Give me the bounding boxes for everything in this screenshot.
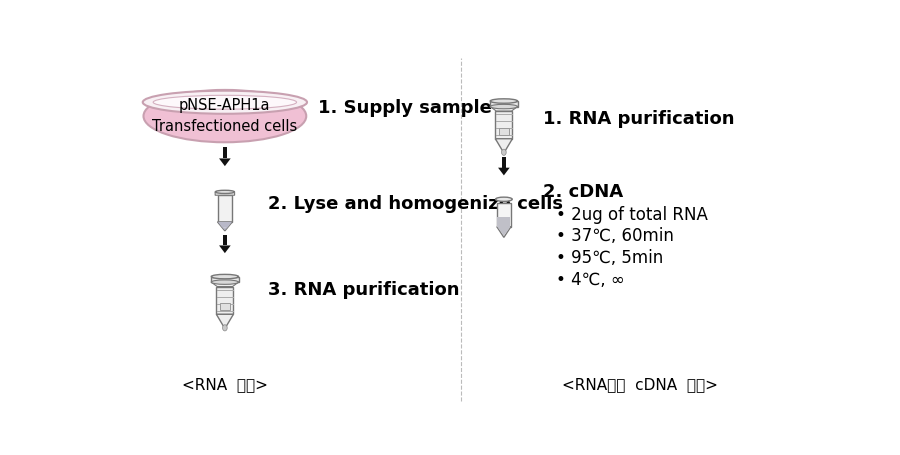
Text: 2. Lyse and homogenize cells: 2. Lyse and homogenize cells [267, 195, 562, 212]
Ellipse shape [496, 198, 512, 202]
Polygon shape [491, 107, 518, 112]
Text: • 2ug of total RNA: • 2ug of total RNA [556, 205, 707, 223]
Ellipse shape [491, 100, 518, 104]
Ellipse shape [143, 91, 306, 143]
Polygon shape [497, 204, 511, 228]
FancyBboxPatch shape [215, 193, 235, 196]
Text: 3. RNA purification: 3. RNA purification [267, 281, 459, 298]
Polygon shape [218, 222, 232, 231]
Text: pNSE-APH1a: pNSE-APH1a [179, 98, 271, 113]
Polygon shape [218, 196, 232, 222]
Polygon shape [495, 139, 512, 154]
Polygon shape [218, 222, 232, 228]
Ellipse shape [212, 275, 239, 279]
Polygon shape [498, 228, 510, 236]
Polygon shape [222, 236, 227, 246]
Ellipse shape [143, 91, 307, 115]
Polygon shape [216, 314, 233, 329]
Polygon shape [501, 157, 506, 168]
Polygon shape [222, 228, 228, 231]
Ellipse shape [153, 96, 297, 110]
Ellipse shape [212, 280, 239, 285]
Text: • 4℃, ∞: • 4℃, ∞ [556, 270, 625, 288]
Polygon shape [219, 159, 230, 167]
Ellipse shape [222, 325, 227, 331]
Polygon shape [497, 228, 511, 238]
Text: 2. cDNA: 2. cDNA [543, 182, 623, 200]
Polygon shape [498, 168, 509, 176]
Polygon shape [212, 277, 239, 283]
Ellipse shape [501, 150, 506, 156]
Text: 1. Supply sample: 1. Supply sample [318, 99, 491, 116]
Polygon shape [491, 102, 518, 107]
Polygon shape [212, 283, 239, 287]
Text: • 37℃, 60min: • 37℃, 60min [556, 227, 674, 245]
Polygon shape [495, 112, 512, 139]
Text: <RNA에서  cDNA  합성>: <RNA에서 cDNA 합성> [562, 376, 717, 391]
Polygon shape [500, 128, 508, 135]
Text: Transfectioned cells: Transfectioned cells [152, 119, 298, 133]
Polygon shape [498, 218, 510, 228]
Text: <RNA  추출>: <RNA 추출> [182, 376, 268, 391]
Polygon shape [220, 303, 230, 310]
Polygon shape [219, 246, 230, 253]
Polygon shape [222, 147, 227, 159]
Text: 1. RNA purification: 1. RNA purification [543, 110, 734, 128]
Ellipse shape [215, 191, 234, 194]
Polygon shape [216, 287, 233, 314]
Text: • 95℃, 5min: • 95℃, 5min [556, 248, 663, 267]
Ellipse shape [491, 105, 518, 110]
